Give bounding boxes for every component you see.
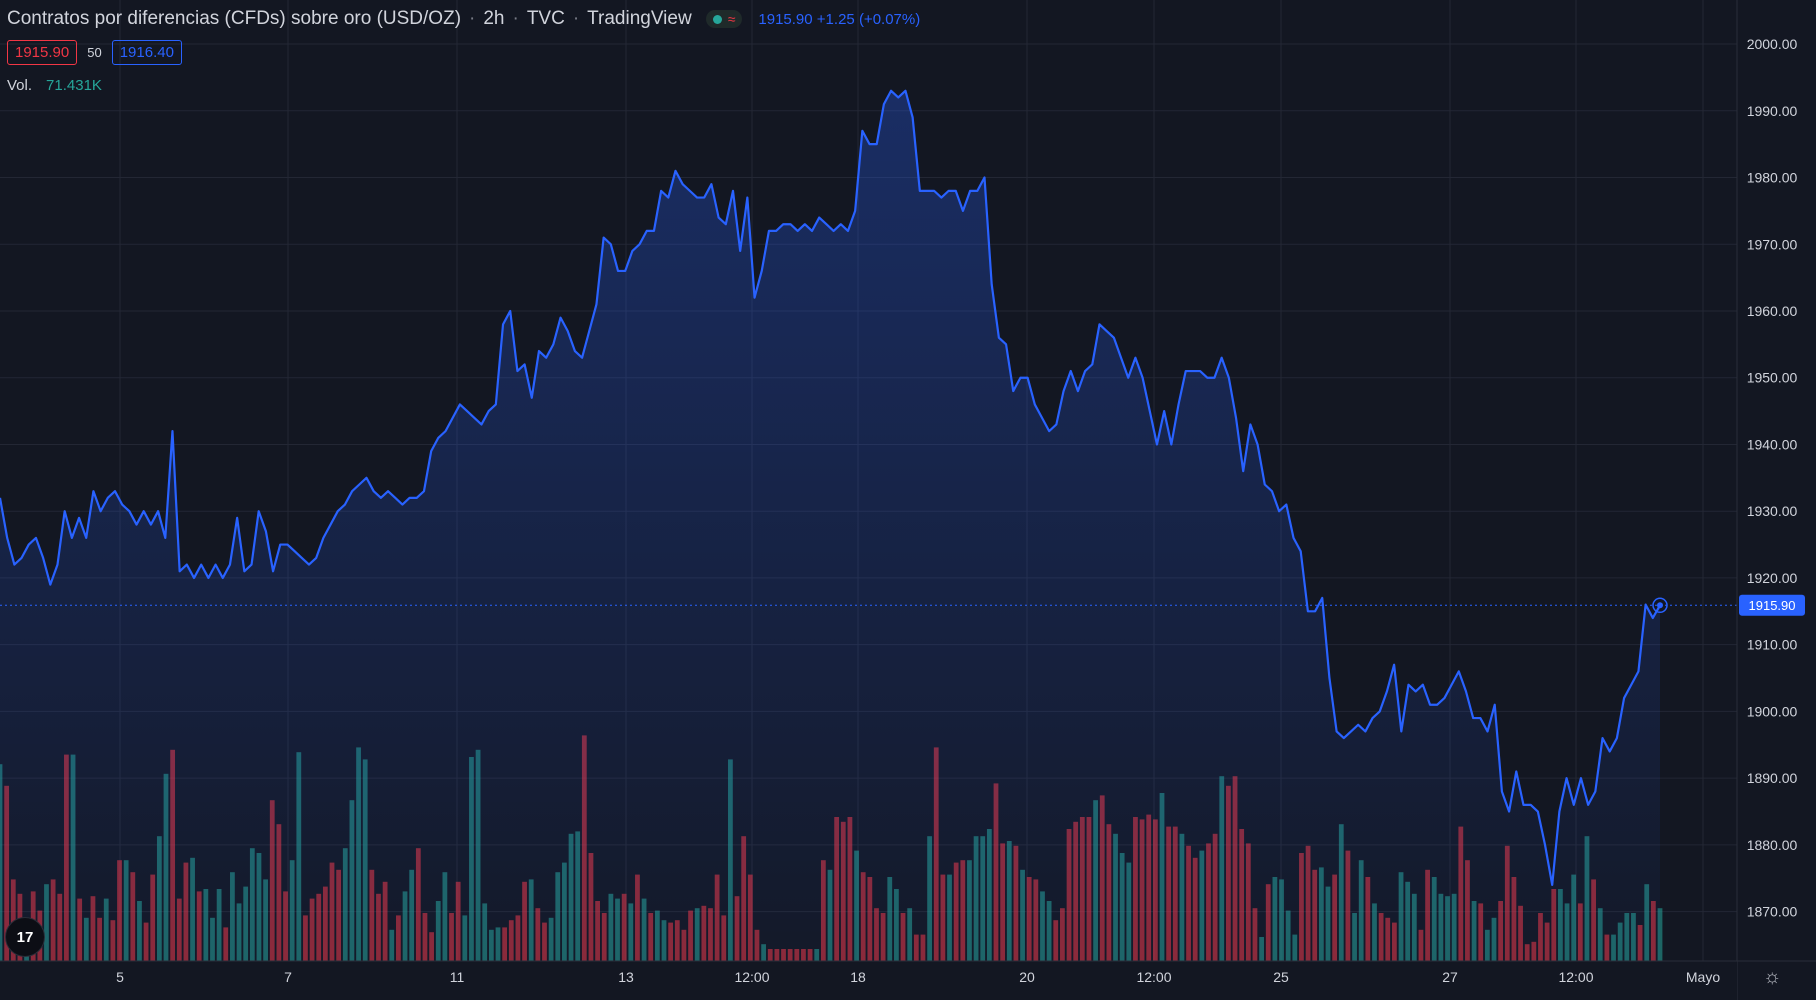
price-axis-tick-label: 1890.00 [1747, 770, 1798, 786]
price-area [0, 90, 1660, 961]
bid-price-button[interactable]: 1915.90 [7, 40, 78, 65]
price-axis-tick-label: 1990.00 [1747, 103, 1798, 119]
last-price-dot [1657, 602, 1663, 609]
time-axis-tick-label: 7 [284, 969, 292, 985]
time-axis-tick-label: 12:00 [1558, 969, 1593, 985]
time-axis-tick-label: 25 [1273, 969, 1289, 985]
time-axis-tick-label: Mayo [1686, 969, 1720, 985]
price-axis-tick-label: 1940.00 [1747, 436, 1798, 452]
tradingview-logo-icon[interactable]: 17 [5, 917, 45, 957]
price-axis-tick-label: 1960.00 [1747, 303, 1798, 319]
quote-row: 1915.90 50 1916.40 [7, 40, 182, 65]
separator: · [572, 8, 580, 29]
exchange-label: TVC [526, 8, 565, 29]
price-axis-panel[interactable] [1737, 0, 1816, 1000]
market-open-icon [712, 14, 722, 24]
time-axis-tick-label: 18 [850, 969, 866, 985]
ask-price-button[interactable]: 1916.40 [111, 40, 182, 65]
price-axis-tick-label: 1980.00 [1747, 170, 1798, 186]
time-axis-tick-label: 11 [450, 969, 465, 985]
symbol-title[interactable]: Contratos por diferencias (CFDs) sobre o… [7, 8, 462, 29]
price-line [0, 89, 1661, 887]
market-status-badge[interactable]: ≈ [705, 10, 743, 28]
price-axis-tick-label: 1900.00 [1747, 703, 1798, 719]
price-axis-tick-label: 1880.00 [1747, 837, 1798, 853]
price-change-percent: (+0.07%) [858, 10, 921, 28]
time-axis-tick-label: 12:00 [734, 969, 769, 985]
time-axis-panel[interactable] [0, 961, 1737, 1000]
price-change: +1.25 [816, 10, 855, 28]
time-axis-tick-label: 12:00 [1136, 969, 1171, 985]
price-axis-tick-label: 1870.00 [1747, 904, 1798, 920]
price-axis-tick-label: 1910.00 [1747, 637, 1798, 653]
spread-value: 50 [87, 45, 102, 60]
price-axis-tick-label: 1930.00 [1747, 503, 1798, 519]
delayed-data-icon: ≈ [727, 11, 736, 27]
last-price-readout: 1915.90 +1.25 (+0.07%) [758, 11, 920, 28]
time-axis-labels: 5 7 11 13 12:00 18 20 12:00 25 27 12:00 Mayo [116, 969, 1720, 985]
price-axis-tick-label: 2000.00 [1747, 36, 1798, 52]
price-axis-tick-label: 1920.00 [1747, 570, 1798, 586]
chart-legend[interactable]: Contratos por diferencias (CFDs) sobre o… [7, 8, 920, 30]
volume-label: Vol. [7, 77, 33, 94]
separator: · [512, 8, 519, 29]
settings-gear-icon[interactable]: ☼ [1763, 966, 1782, 988]
interval-label[interactable]: 2h [483, 8, 505, 29]
volume-legend[interactable]: Vol. 71.431K [7, 77, 102, 94]
time-axis-tick-label: 27 [1442, 969, 1458, 985]
time-axis-tick-label: 20 [1019, 969, 1035, 985]
current-price-tag-label: 1915.90 [1749, 598, 1796, 613]
last-price: 1915.90 [758, 10, 813, 28]
current-price-tag [1739, 594, 1805, 616]
time-axis-tick-label: 5 [116, 969, 124, 985]
volume-value: 71.431K [46, 77, 102, 94]
last-price-marker [1652, 597, 1668, 614]
price-axis-tick-label: 1970.00 [1747, 236, 1798, 252]
price-axis-labels: 2000.00 1990.00 1980.00 1970.00 1960.00 1950.… [1747, 36, 1798, 920]
source-label: TradingView [587, 8, 692, 29]
price-axis-tick-label: 1950.00 [1747, 370, 1798, 386]
time-axis-tick-label: 13 [618, 969, 634, 985]
separator: · [469, 8, 476, 29]
